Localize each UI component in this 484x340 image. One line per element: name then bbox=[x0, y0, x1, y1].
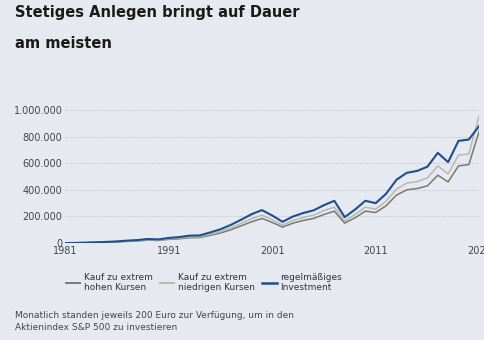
Text: Stetiges Anlegen bringt auf Dauer: Stetiges Anlegen bringt auf Dauer bbox=[15, 5, 299, 20]
Legend: Kauf zu extrem
hohen Kursen, Kauf zu extrem
niedrigen Kursen, regelmäßiges
Inves: Kauf zu extrem hohen Kursen, Kauf zu ext… bbox=[66, 273, 342, 292]
Text: Monatlich standen jeweils 200 Euro zur Verfügung, um in den
Aktienindex S&P 500 : Monatlich standen jeweils 200 Euro zur V… bbox=[15, 311, 293, 332]
Text: am meisten: am meisten bbox=[15, 36, 111, 51]
